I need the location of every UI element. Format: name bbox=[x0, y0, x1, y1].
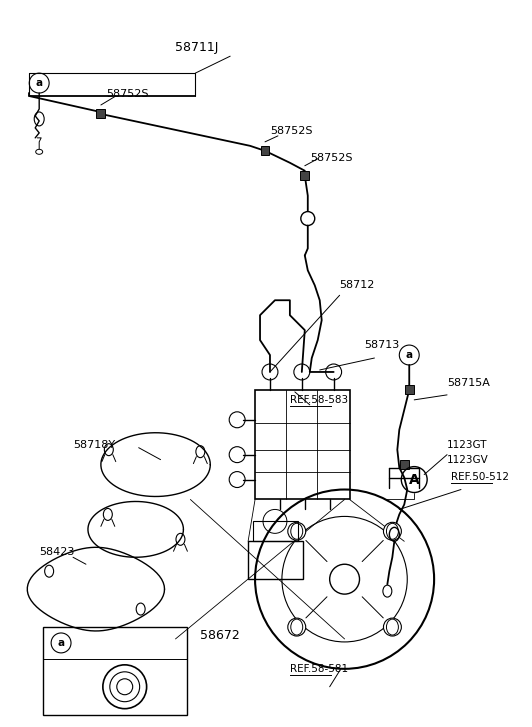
Text: A: A bbox=[409, 473, 420, 486]
Text: REF.58-581: REF.58-581 bbox=[290, 664, 348, 674]
Text: 58713: 58713 bbox=[364, 340, 400, 350]
Circle shape bbox=[288, 618, 306, 636]
Circle shape bbox=[384, 618, 401, 636]
Text: 58718Y: 58718Y bbox=[73, 440, 115, 450]
Text: 58752S: 58752S bbox=[270, 126, 312, 136]
Circle shape bbox=[330, 564, 360, 594]
Bar bbox=[400, 460, 409, 469]
Circle shape bbox=[288, 522, 306, 540]
Bar bbox=[96, 110, 105, 119]
Text: 1123GT: 1123GT bbox=[447, 440, 487, 450]
Text: 58752S: 58752S bbox=[106, 89, 148, 99]
Text: a: a bbox=[406, 350, 413, 360]
Text: 58752S: 58752S bbox=[310, 153, 352, 163]
Text: 58672: 58672 bbox=[201, 629, 240, 642]
Text: 58715A: 58715A bbox=[447, 378, 490, 388]
Bar bbox=[301, 172, 309, 180]
Circle shape bbox=[384, 522, 401, 540]
Text: 58711J: 58711J bbox=[176, 41, 219, 55]
Text: 1123GV: 1123GV bbox=[447, 454, 489, 465]
Text: a: a bbox=[36, 78, 43, 88]
Text: 58423: 58423 bbox=[39, 547, 74, 558]
Bar bbox=[255, 390, 350, 499]
Bar bbox=[253, 521, 298, 542]
Text: a: a bbox=[57, 638, 65, 648]
Bar bbox=[261, 146, 270, 156]
Text: REF.50-512: REF.50-512 bbox=[451, 472, 509, 481]
Bar bbox=[405, 385, 414, 394]
Bar bbox=[248, 542, 303, 579]
Text: REF.58-583: REF.58-583 bbox=[290, 395, 348, 405]
Text: 58712: 58712 bbox=[339, 281, 375, 290]
Bar bbox=[43, 627, 187, 715]
